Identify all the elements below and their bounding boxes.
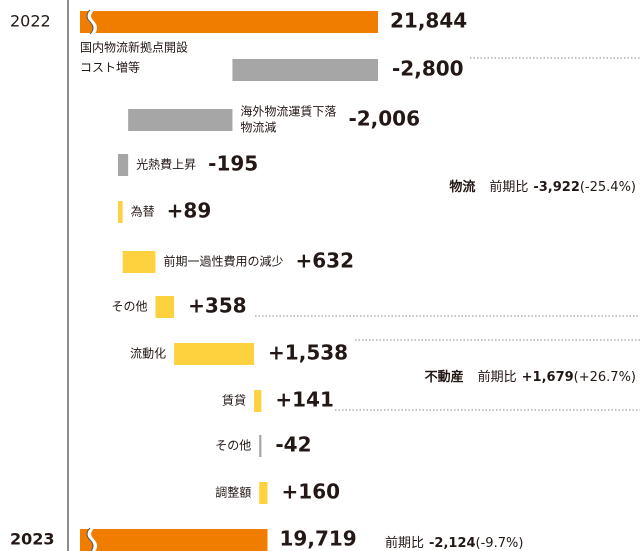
- category-label: 海外物流運賃下落: [240, 104, 336, 119]
- category-label: その他: [215, 439, 251, 453]
- category-label: 国内物流新拠点開設: [80, 40, 188, 55]
- bar: [118, 201, 123, 223]
- value-label: +89: [167, 199, 212, 223]
- category-label: 賃貸: [222, 393, 246, 408]
- value-label: +141: [275, 388, 334, 412]
- bar: [232, 59, 378, 81]
- bar: [174, 343, 255, 365]
- value-label: -42: [275, 433, 311, 457]
- value-label: +358: [188, 294, 247, 318]
- category-label: 光熱費上昇: [136, 157, 196, 172]
- bar: [254, 390, 262, 412]
- axis-break: [86, 527, 94, 551]
- axis-break: [87, 526, 97, 551]
- value-label: -2,800: [392, 57, 464, 81]
- axis-break: [86, 9, 94, 35]
- value-label: +1,538: [268, 341, 348, 365]
- value-label: 21,844: [390, 9, 467, 33]
- annotation: 物流 前期比 -3,922(-25.4%): [449, 179, 636, 195]
- bar: [80, 529, 268, 551]
- axis-break: [87, 8, 97, 36]
- category-label: その他: [111, 300, 147, 314]
- category-label: 流動化: [130, 347, 166, 361]
- bar: [80, 11, 378, 33]
- value-label: -2,006: [348, 107, 420, 131]
- category-label: 為替: [131, 205, 155, 219]
- category-label: 2023: [10, 530, 55, 549]
- bar: [128, 109, 233, 131]
- annotation: 不動産 前期比 +1,679(+26.7%): [425, 369, 636, 385]
- value-label: +160: [282, 480, 341, 504]
- category-label: コスト増等: [80, 61, 140, 75]
- category-label: 物流減: [240, 120, 276, 135]
- bar: [259, 435, 262, 457]
- category-label: 調整額: [215, 485, 251, 500]
- category-label: 前期一過性費用の減少: [163, 254, 283, 269]
- value-label: 19,719: [280, 527, 357, 551]
- category-label: 2022: [10, 12, 51, 31]
- value-label: +632: [296, 249, 355, 273]
- value-label: -195: [208, 152, 258, 176]
- bar: [259, 482, 268, 504]
- bar: [122, 251, 156, 273]
- bar: [118, 154, 129, 176]
- bar: [155, 296, 175, 318]
- annotation: 前期比 -2,124(-9.7%): [385, 535, 523, 551]
